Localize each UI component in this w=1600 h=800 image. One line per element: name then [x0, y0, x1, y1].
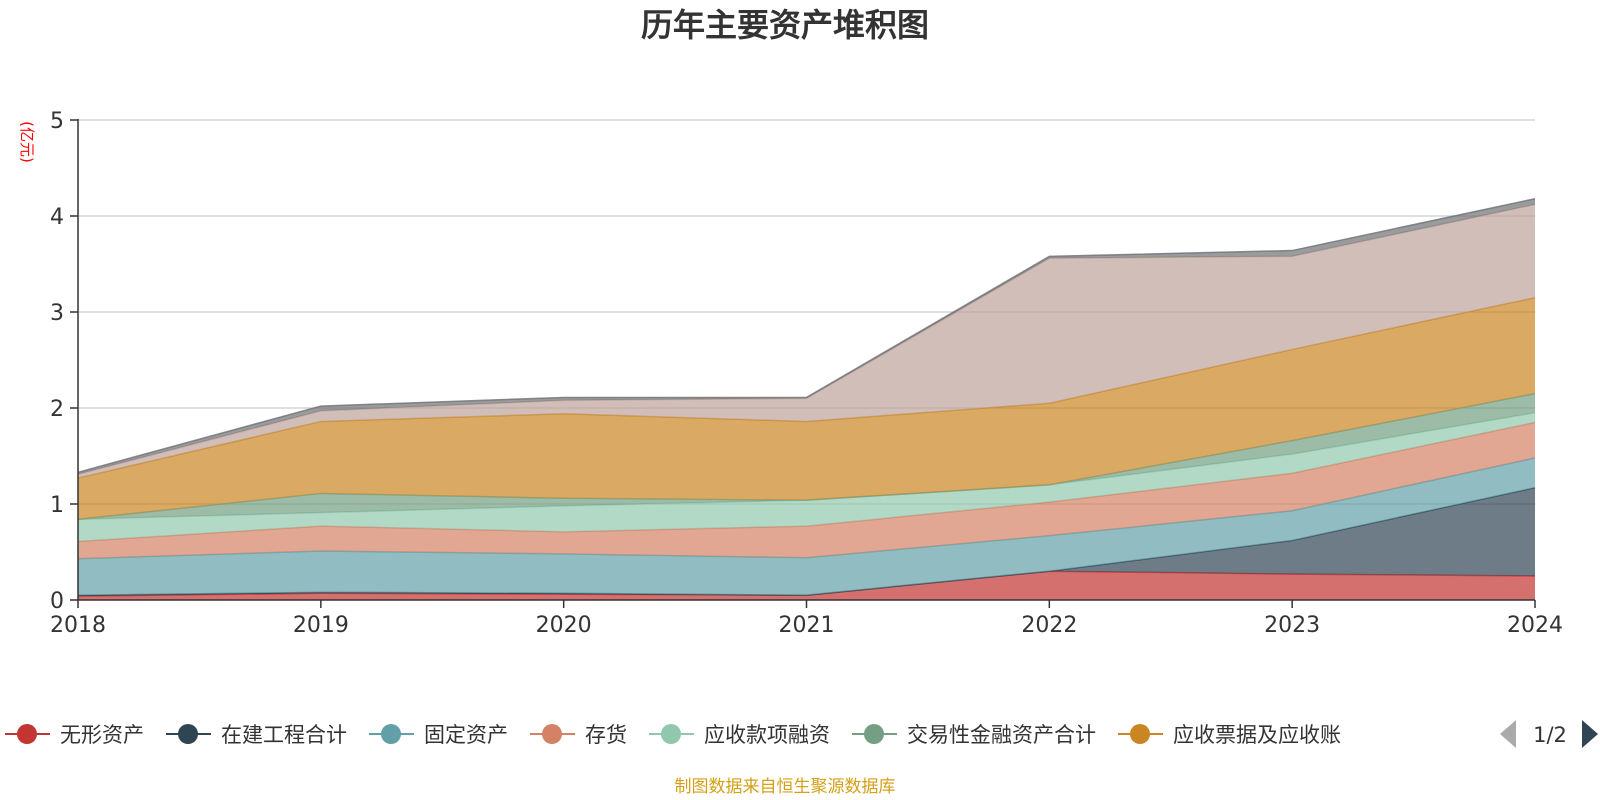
- legend-item[interactable]: 存货: [530, 723, 627, 747]
- chart-title: 历年主要资产堆积图: [641, 6, 929, 44]
- area-series-6: [78, 393, 1535, 520]
- x-tick-label: 2020: [536, 613, 592, 638]
- legend-label: 固定资产: [424, 723, 508, 747]
- area-series-4: [78, 422, 1535, 559]
- y-tick-label: 1: [50, 493, 64, 518]
- legend-label: 存货: [585, 723, 627, 747]
- area-series-2: [78, 487, 1535, 597]
- legend-circle-marker: [381, 724, 401, 744]
- x-tick-label: 2022: [1021, 613, 1077, 638]
- x-tick-label: 2018: [50, 613, 106, 638]
- axes: 0 1 2 3 4 5 2018 2019 2020 2021 2022 2023 2024: [50, 109, 1563, 638]
- legend-item[interactable]: 无形资产: [5, 723, 144, 747]
- legend-circle-marker: [178, 724, 198, 744]
- legend-item[interactable]: 在建工程合计: [166, 723, 347, 747]
- y-tick-label: 2: [50, 397, 64, 422]
- legend-item[interactable]: 应收款项融资: [649, 723, 830, 747]
- legend-label: 应收票据及应收账: [1173, 723, 1341, 747]
- legend-prev-page-icon[interactable]: [1500, 720, 1516, 748]
- y-tick-label: 5: [50, 109, 64, 134]
- area-series-7: [78, 297, 1535, 520]
- y-tick-label: 3: [50, 301, 64, 326]
- legend-label: 交易性金融资产合计: [907, 723, 1096, 747]
- y-axis-unit-label: (亿元): [18, 121, 36, 163]
- legend-label: 在建工程合计: [221, 723, 347, 747]
- legend-circle-marker: [661, 724, 681, 744]
- legend-page-indicator: 1/2: [1533, 723, 1567, 747]
- legend-label: 无形资产: [60, 723, 144, 747]
- y-tick-label: 0: [50, 589, 64, 614]
- source-note: 制图数据来自恒生聚源数据库: [675, 777, 896, 797]
- legend-label: 应收款项融资: [704, 723, 830, 747]
- legend-item[interactable]: 交易性金融资产合计: [852, 723, 1096, 747]
- area-series: [77, 197, 1536, 600]
- x-tick-label: 2021: [779, 613, 835, 638]
- legend-circle-marker: [864, 724, 884, 744]
- area-series-1: [78, 571, 1535, 600]
- legend-item[interactable]: 固定资产: [369, 723, 508, 747]
- legend-circle-marker: [1130, 724, 1150, 744]
- area-series-5: [78, 412, 1535, 542]
- area-series-3: [78, 457, 1535, 596]
- legend-circle-marker: [17, 724, 37, 744]
- x-tick-label: 2023: [1264, 613, 1320, 638]
- series-line-9: [77, 197, 1536, 474]
- x-tick-label: 2019: [293, 613, 349, 638]
- y-tick-label: 4: [50, 205, 64, 230]
- legend-circle-marker: [542, 724, 562, 744]
- area-series-8: [78, 204, 1535, 479]
- area-series-9: [78, 198, 1535, 475]
- x-tick-label: 2024: [1507, 613, 1563, 638]
- legend-next-page-icon[interactable]: [1582, 720, 1598, 748]
- legend[interactable]: 无形资产 在建工程合计 固定资产 存货 应收款项融资 交易性金融资产合计 应收票据及应收账 1…: [5, 720, 1598, 748]
- legend-item[interactable]: 应收票据及应收账: [1118, 723, 1341, 747]
